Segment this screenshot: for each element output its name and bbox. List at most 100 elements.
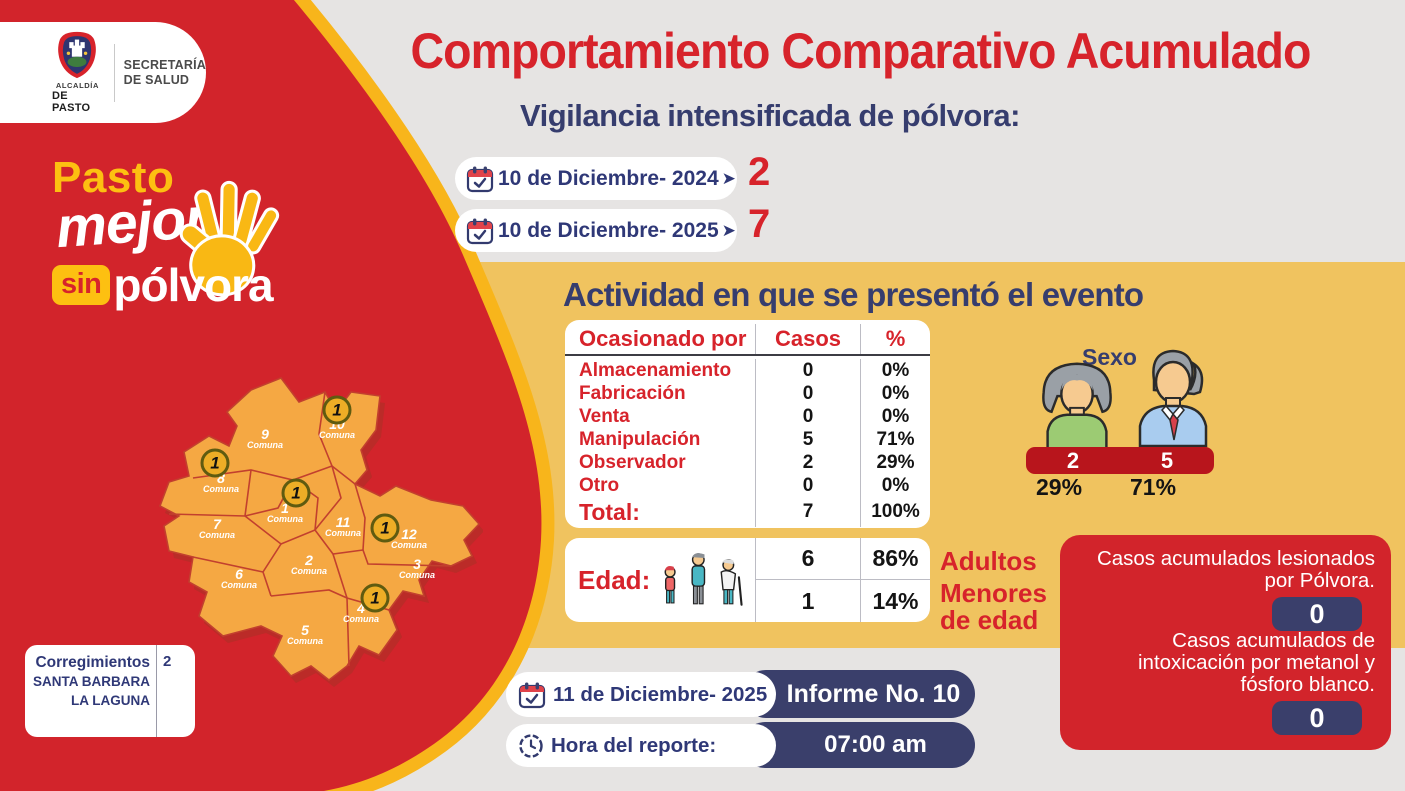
row-pct: 71%: [860, 428, 930, 451]
arrow-right-icon: ➤: [721, 168, 736, 188]
report-date: 11 de Diciembre- 2025: [553, 682, 768, 706]
comparison-row-2025: 10 de Diciembre- 2025 ➤: [455, 209, 737, 252]
table-row: Almacenamiento 0 0%: [565, 359, 930, 382]
case-badge-comuna-4: 1: [360, 583, 390, 613]
comuna-label-5: 5 Comuna: [287, 622, 323, 646]
table-row: Otro 0 0%: [565, 474, 930, 497]
comuna-label-3: 3 Comuna: [399, 556, 435, 580]
logo-sin-polvora-row: sin pólvora: [52, 258, 274, 312]
corregimientos-title: Corregimientos: [35, 654, 150, 671]
sexo-count-bar: 2 5: [1026, 447, 1214, 474]
edad-adult-count: 6: [755, 538, 860, 580]
comuna-label-1: 1 Comuna: [267, 500, 303, 524]
accumulated-cases-box: Casos acumulados lesionados por Pólvora.…: [1060, 535, 1391, 750]
informe-number-pill: Informe No. 10: [742, 670, 975, 718]
female-avatar-icon: [1042, 362, 1112, 451]
org-secretaria-label: SECRETARÍA DE SALUD: [123, 57, 206, 87]
alcaldia-crest-block: ALCALDÍA DE PASTO: [52, 31, 103, 114]
table-row: Observador 2 29%: [565, 451, 930, 474]
row-pct: 29%: [860, 451, 930, 474]
org-header-pill: ALCALDÍA DE PASTO SECRETARÍA DE SALUD: [0, 22, 206, 123]
comuna-label-6: 6 Comuna: [221, 566, 257, 590]
row-label: Almacenamiento: [579, 359, 732, 381]
edad-minor-pct: 14%: [860, 580, 930, 622]
comuna-label-7: 7 Comuna: [199, 516, 235, 540]
calendar-icon: [466, 166, 494, 192]
sexo-female-count: 2: [1066, 447, 1080, 473]
row-pct: 0%: [860, 359, 930, 382]
male-avatar-icon: [1138, 349, 1208, 448]
logo-pasto-text: Pasto: [52, 153, 175, 202]
report-time-label: Hora del reporte:: [551, 733, 717, 757]
edad-label: Edad:: [578, 564, 651, 595]
comuna-label-12: 12 Comuna: [391, 526, 427, 550]
arrow-right-icon: ➤: [721, 220, 736, 240]
case-badge-comuna-12: 1: [370, 513, 400, 543]
corregimientos-names: Corregimientos SANTA BARBARA LA LAGUNA: [25, 645, 157, 737]
page-subtitle: Vigilancia intensificada de pólvora:: [520, 98, 1020, 133]
edad-table: Edad:: [565, 538, 930, 622]
col-header-ocasionado: Ocasionado por: [579, 326, 747, 351]
row-label: Otro: [579, 474, 620, 496]
row-pct: 0%: [860, 474, 930, 497]
case-badge-comuna-1: 1: [281, 478, 311, 508]
total-pct: 100%: [860, 497, 930, 527]
corregimientos-count: 2: [163, 653, 172, 670]
row-casos: 0: [755, 359, 860, 382]
sexo-male-pct: 71%: [1130, 474, 1177, 500]
row-pct: 0%: [860, 405, 930, 428]
activity-table: Ocasionado por Casos % Almacenamiento 0 …: [565, 320, 930, 528]
hand-icon: [179, 180, 280, 297]
accumulated-intoxicacion-value: 0: [1272, 701, 1362, 735]
accumulated-lesionados-value: 0: [1272, 597, 1362, 631]
row-label: Fabricación: [579, 382, 686, 404]
edad-adult-pct: 86%: [860, 538, 930, 580]
case-badge-comuna-10: 1: [322, 395, 352, 425]
map-outline: [159, 377, 481, 682]
report-date-pill: 11 de Diciembre- 2025: [506, 672, 776, 717]
edad-minor-count: 1: [755, 580, 860, 622]
accumulated-intoxicacion-text: Casos acumulados de intoxicación por met…: [1137, 629, 1375, 696]
alcaldia-crest-icon: [58, 31, 97, 79]
row-label: Manipulación: [579, 428, 701, 450]
total-label: Total:: [579, 498, 640, 525]
row-casos: 0: [755, 405, 860, 428]
menores-label: Menores de edad: [940, 578, 1047, 635]
adultos-label: Adultos: [940, 546, 1037, 576]
row-casos: 2: [755, 451, 860, 474]
row-casos: 0: [755, 382, 860, 405]
org-alcaldia-label: ALCALDÍA: [55, 81, 99, 90]
edad-label-cell: Edad:: [565, 538, 755, 622]
report-time: 07:00 am: [824, 731, 927, 758]
comuna-label-4: 4 Comuna: [343, 600, 379, 624]
table-header-row: Ocasionado por Casos %: [565, 324, 930, 356]
col-header-casos: Casos: [755, 324, 860, 354]
comparison-row-2024: 10 de Diciembre- 2024 ➤: [455, 157, 737, 200]
case-badge-comuna-8: 1: [200, 448, 230, 478]
comuna-label-2: 2 Comuna: [291, 552, 327, 576]
row-casos: 5: [755, 428, 860, 451]
activity-section-title: Actividad en que se presentó el evento: [563, 276, 1144, 313]
page-title: Comportamiento Comparativo Acumulado: [410, 23, 1311, 79]
row-label: Venta: [579, 405, 630, 427]
org-divider: [113, 43, 115, 102]
table-total-row: Total: 7 100%: [565, 497, 930, 527]
corregimientos-box: Corregimientos SANTA BARBARA LA LAGUNA 2: [25, 645, 195, 737]
report-time-label-pill: Hora del reporte:: [506, 724, 776, 767]
report-time-pill: 07:00 am: [742, 722, 975, 768]
comparison-date-2025: 10 de Diciembre- 2025: [498, 218, 719, 242]
comuna-label-9: 9 Comuna: [247, 426, 283, 450]
corregimiento-item: SANTA BARBARA: [33, 674, 150, 689]
comparison-value-2024: 2: [748, 150, 771, 194]
accumulated-lesionados-text: Casos acumulados lesionados por Pólvora.: [1096, 547, 1375, 592]
table-row: Venta 0 0%: [565, 405, 930, 428]
row-label: Observador: [579, 451, 686, 473]
row-casos: 0: [755, 474, 860, 497]
ages-people-icon: [664, 553, 743, 606]
logo-sin-badge: sin: [52, 265, 111, 305]
clock-icon: [519, 733, 543, 758]
table-row: Manipulación 5 71%: [565, 428, 930, 451]
informe-number: Informe No. 10: [786, 679, 961, 708]
calendar-icon: [518, 682, 546, 708]
